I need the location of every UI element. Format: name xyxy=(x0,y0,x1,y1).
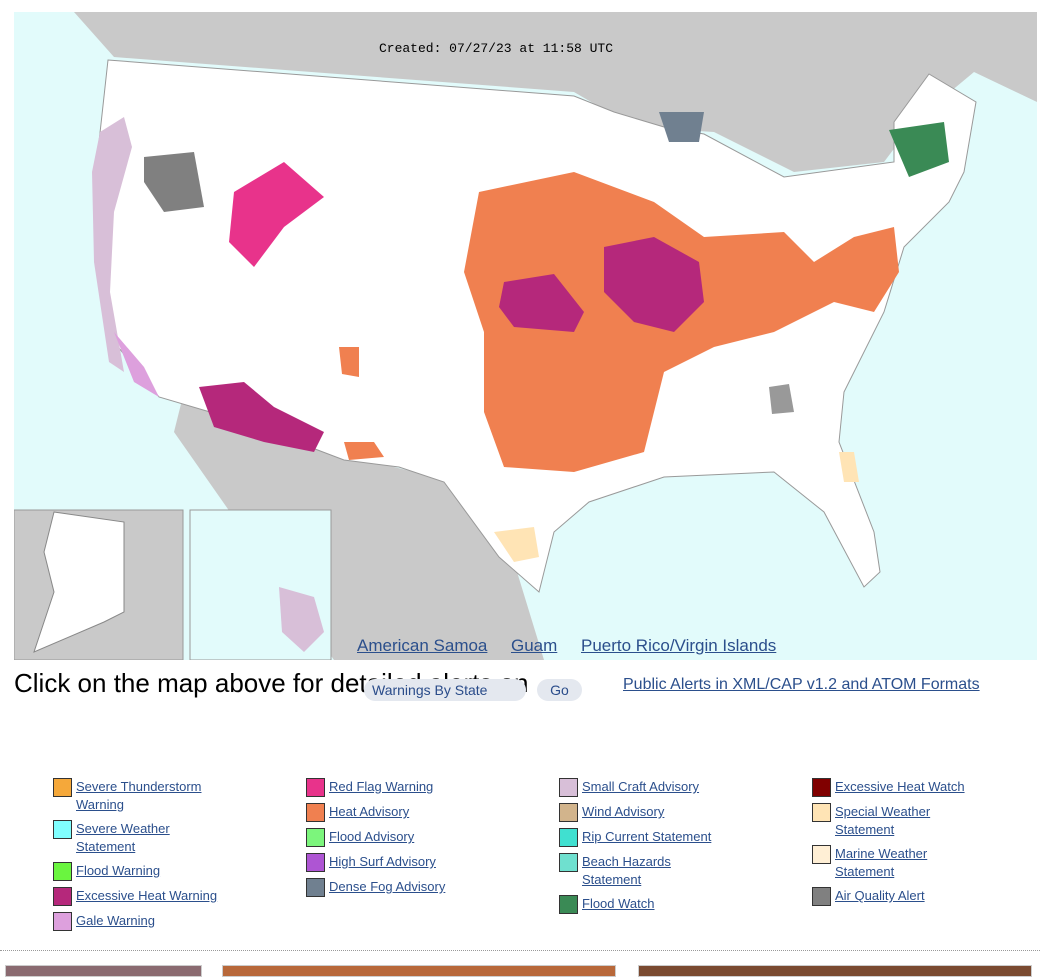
legend-swatch xyxy=(306,778,325,797)
legend-item: Flood Watch xyxy=(559,895,759,914)
legend-swatch xyxy=(812,845,831,864)
legend-item: Special Weather Statement xyxy=(812,803,1012,839)
map-link[interactable]: Guam xyxy=(511,636,558,655)
legend-label[interactable]: Wind Advisory xyxy=(582,804,665,819)
legend-label[interactable]: Air Quality Alert xyxy=(835,888,925,903)
legend-label[interactable]: Marine Weather Statement xyxy=(835,846,928,879)
legend-item: Flood Advisory xyxy=(306,828,506,847)
legend-swatch xyxy=(812,778,831,797)
legend-swatch xyxy=(559,803,578,822)
created-stamp: Created: 07/27/23 at 11:58 UTC xyxy=(379,41,613,56)
state-select[interactable]: Warnings By State xyxy=(364,679,526,701)
alert-areas xyxy=(92,112,949,562)
legend-label[interactable]: Dense Fog Advisory xyxy=(329,879,446,894)
legend-item: Wind Advisory xyxy=(559,803,759,822)
legend-label[interactable]: Heat Advisory xyxy=(329,804,410,819)
land-neighbors xyxy=(14,12,1037,660)
feed-link[interactable]: Public Alerts in XML/CAP v1.2 and ATOM F… xyxy=(623,676,980,693)
legend-item: Beach Hazards Statement xyxy=(559,853,759,889)
legend-item: Excessive Heat Warning xyxy=(53,887,253,906)
legend-item: Marine Weather Statement xyxy=(812,845,1012,881)
legend-swatch xyxy=(559,895,578,914)
legend-item: Flood Warning xyxy=(53,862,253,881)
legend-swatch xyxy=(53,862,72,881)
go-button[interactable]: Go xyxy=(537,679,582,701)
legend-item: Heat Advisory xyxy=(306,803,506,822)
legend-swatch xyxy=(53,887,72,906)
legend-swatch xyxy=(559,853,578,872)
legend-swatch xyxy=(306,803,325,822)
legend-label[interactable]: Flood Advisory xyxy=(329,829,415,844)
legend-swatch xyxy=(306,853,325,872)
legend-label[interactable]: Flood Watch xyxy=(582,896,655,911)
legend-column: Small Craft Advisory Wind Advisory Rip Cur… xyxy=(559,778,759,920)
map-link[interactable]: Puerto Rico/Virgin Islands xyxy=(581,636,777,655)
legend-swatch xyxy=(559,828,578,847)
hawaii-alert xyxy=(279,587,324,652)
legend-swatch xyxy=(53,820,72,839)
legend-item: High Surf Advisory xyxy=(306,853,506,872)
legend-swatch xyxy=(306,878,325,897)
legend-label[interactable]: Small Craft Advisory xyxy=(582,779,700,794)
legend-label[interactable]: Red Flag Warning xyxy=(329,779,434,794)
legend-label[interactable]: Excessive Heat Watch xyxy=(835,779,965,794)
legend-label[interactable]: Gale Warning xyxy=(76,913,155,928)
legend-column: Severe Thunderstorm Warning Severe Weathe… xyxy=(53,778,253,937)
map-link[interactable]: American Samoa xyxy=(357,636,488,655)
legend-item: Air Quality Alert xyxy=(812,887,1012,906)
alaska-land xyxy=(33,511,125,653)
legend-label[interactable]: Excessive Heat Warning xyxy=(76,888,218,903)
legend-item: Dense Fog Advisory xyxy=(306,878,506,897)
legend-column: Excessive Heat Watch Special Weather Stat… xyxy=(812,778,1012,912)
alert-map[interactable]: Created: 07/27/23 at 11:58 UTC xyxy=(14,12,1037,660)
legend-label[interactable]: Flood Warning xyxy=(76,863,161,878)
legend-item: Red Flag Warning xyxy=(306,778,506,797)
legend-label[interactable]: High Surf Advisory xyxy=(329,854,436,869)
legend-label[interactable]: Beach Hazards Statement xyxy=(582,854,671,887)
legend-label[interactable]: Severe Weather Statement xyxy=(76,821,170,854)
thumbnail[interactable] xyxy=(5,965,202,977)
legend-swatch xyxy=(559,778,578,797)
legend-item: Excessive Heat Watch xyxy=(812,778,1012,797)
legend-swatch xyxy=(812,803,831,822)
legend-swatch xyxy=(53,778,72,797)
legend-swatch xyxy=(812,887,831,906)
legend-swatch xyxy=(53,912,72,931)
separator xyxy=(0,950,1040,951)
legend-label[interactable]: Rip Current Statement xyxy=(582,829,712,844)
thumbnail[interactable] xyxy=(638,965,1032,977)
legend-item: Severe Weather Statement xyxy=(53,820,253,856)
legend-swatch xyxy=(306,828,325,847)
thumbnail[interactable] xyxy=(222,965,616,977)
legend-column: Red Flag Warning Heat Advisory Flood Advis… xyxy=(306,778,506,903)
legend-item: Severe Thunderstorm Warning xyxy=(53,778,253,814)
legend-label[interactable]: Special Weather Statement xyxy=(835,804,931,837)
legend-item: Rip Current Statement xyxy=(559,828,759,847)
legend-item: Small Craft Advisory xyxy=(559,778,759,797)
legend-item: Gale Warning xyxy=(53,912,253,931)
legend-label[interactable]: Severe Thunderstorm Warning xyxy=(76,779,202,812)
